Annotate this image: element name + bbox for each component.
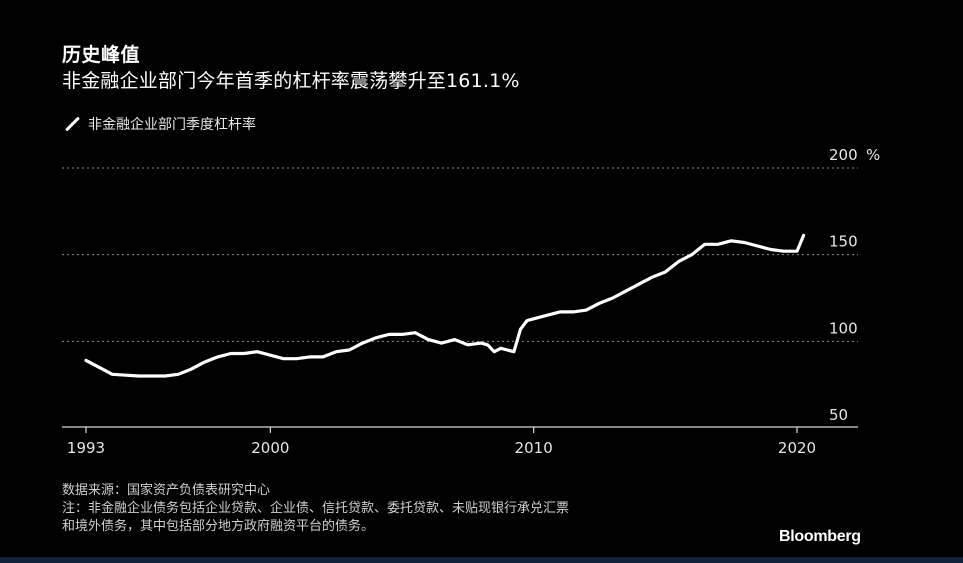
y-tick-label-150: 150 [829,233,858,251]
x-tick-label-1993: 1993 [67,439,105,457]
chart-subtitle: 非金融企业部门今年首季的杠杆率震荡攀升至161.1% [62,70,520,92]
y-tick-label-100: 100 [829,319,858,337]
chart-notes: 数据来源：国家资产负债表研究中心 注：非金融企业债务包括企业贷款、企业债、信托贷… [62,482,569,536]
bloomberg-logo: Bloomberg [779,528,861,545]
legend-label: 非金融企业部门季度杠杆率 [88,117,256,133]
x-tick-label-2010: 2010 [515,439,553,457]
chart-title: 历史峰值 [62,44,141,66]
x-tick-label-2000: 2000 [251,439,289,457]
x-tick-label-2020: 2020 [778,439,816,457]
bottom-bar [0,557,963,563]
y-unit-label: % [866,146,880,164]
footnote-line-1: 注：非金融企业债务包括企业贷款、企业债、信托贷款、委托贷款、未贴现银行承兑汇票 [62,501,570,516]
footnote-line-2: 和境外债务，其中包括部分地方政府融资平台的债务。 [62,519,375,534]
chart-legend: 非金融企业部门季度杠杆率 [64,114,256,134]
y-tick-label-200: 200 [829,146,858,164]
series-line-0 [84,233,806,378]
y-tick-label-50: 50 [829,406,848,424]
source-note: 数据来源：国家资产负债表研究中心 [62,483,271,498]
